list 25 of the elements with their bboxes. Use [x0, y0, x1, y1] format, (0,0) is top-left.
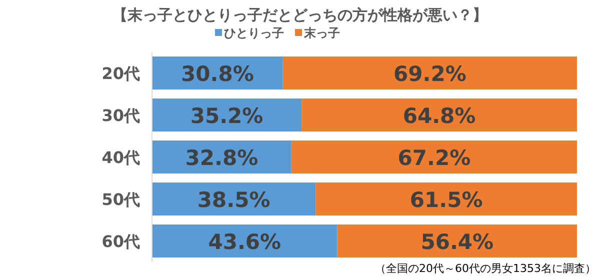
y-tick-label: 30代 [102, 106, 140, 125]
bar [337, 224, 577, 258]
data-label: 35.2% [190, 104, 264, 128]
y-tick-label: 50代 [102, 190, 140, 209]
bar [316, 182, 577, 216]
data-label: 43.6% [208, 230, 282, 254]
bar [282, 56, 577, 90]
bar [302, 98, 577, 132]
y-tick-label: 40代 [102, 148, 140, 167]
data-label: 38.5% [197, 188, 270, 212]
y-tick-label: 20代 [102, 64, 140, 83]
bar [291, 140, 577, 174]
data-label: 56.4% [420, 230, 494, 254]
annotation: （全国の20代～60代の男女1353名に調査） [375, 262, 596, 275]
data-label: 61.5% [410, 188, 483, 212]
legend-label: 末っ子 [303, 26, 340, 40]
data-label: 64.8% [402, 104, 476, 128]
data-label: 67.2% [398, 146, 471, 170]
data-label: 32.8% [185, 146, 258, 170]
data-label: 69.2% [394, 62, 466, 86]
y-tick-label: 60代 [102, 232, 140, 251]
legend-label: ひとりっ子 [224, 26, 284, 40]
data-label: 30.8% [181, 62, 254, 86]
bar [152, 224, 338, 258]
chart-title: 【末っ子とひとりっ子だとどっちの方が性格が悪い？】 [112, 6, 488, 24]
